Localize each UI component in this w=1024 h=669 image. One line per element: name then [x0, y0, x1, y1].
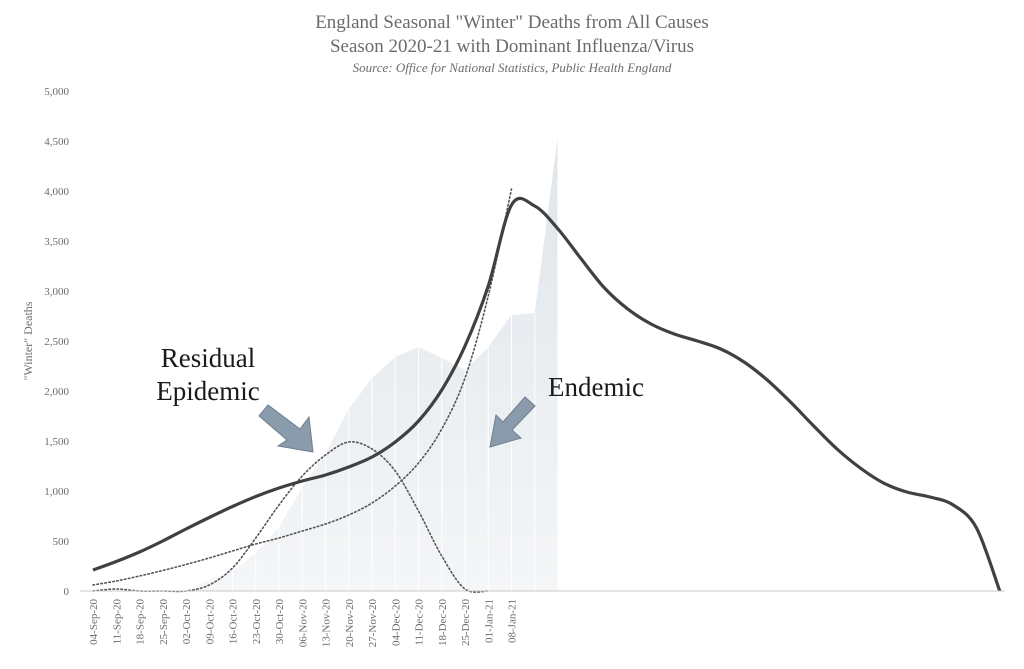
y-axis: 0 500 1,000 1,500 2,000 2,500 3,000 3,500 4,000 4… — [44, 86, 69, 598]
x-tick-label: 11-Sep-20 — [111, 599, 123, 645]
annotation-residual-label: Residual — [161, 343, 256, 373]
x-tick-label: 09-Oct-20 — [204, 599, 216, 645]
x-tick-label: 08-Jan-21 — [507, 599, 519, 643]
y-tick-label: 5,000 — [44, 86, 69, 98]
x-tick-label: 16-Oct-20 — [228, 599, 240, 645]
chart-subtitle: Season 2020-21 with Dominant Influenza/V… — [330, 36, 694, 57]
x-tick-label: 30-Oct-20 — [274, 599, 286, 645]
endemic-arrow — [489, 396, 536, 448]
y-tick-label: 2,000 — [44, 386, 69, 398]
title-block: England Seasonal "Winter" Deaths from Al… — [315, 12, 709, 75]
chart-source: Source: Office for National Statistics, … — [353, 60, 672, 75]
y-tick-label: 1,000 — [44, 486, 69, 498]
y-tick-label: 2,500 — [44, 336, 69, 348]
x-tick-label: 25-Dec-20 — [460, 599, 472, 647]
x-tick-label: 27-Nov-20 — [367, 599, 379, 648]
x-tick-label: 11-Dec-20 — [414, 599, 426, 646]
x-tick-label: 18-Dec-20 — [437, 599, 449, 647]
x-tick-label: 04-Sep-20 — [88, 599, 100, 645]
endemic-curve — [92, 188, 513, 586]
annotation-residual-epidemic: Residual Epidemic — [156, 343, 314, 453]
x-tick-label: 25-Sep-20 — [158, 599, 170, 645]
y-tick-label: 4,000 — [44, 186, 69, 198]
y-tick-label: 500 — [53, 536, 70, 548]
y-tick-label: 0 — [64, 586, 70, 598]
y-tick-label: 1,500 — [44, 436, 69, 448]
x-tick-label: 13-Nov-20 — [321, 599, 333, 648]
x-tick-label: 01-Jan-21 — [483, 599, 495, 643]
residual-epidemic-arrow — [258, 404, 314, 453]
annotation-epidemic-label: Epidemic — [156, 376, 259, 406]
x-tick-label: 18-Sep-20 — [135, 599, 147, 645]
x-tick-label: 02-Oct-20 — [181, 599, 193, 645]
y-tick-label: 3,500 — [44, 236, 69, 248]
y-tick-label: 4,500 — [44, 136, 69, 148]
x-tick-label: 04-Dec-20 — [390, 599, 402, 647]
annotation-endemic-label: Endemic — [548, 372, 644, 402]
x-tick-label: 06-Nov-20 — [297, 599, 309, 648]
y-axis-label: "Winter" Deaths — [21, 301, 35, 380]
x-tick-label: 20-Nov-20 — [344, 599, 356, 648]
winter-deaths-line — [92, 196, 1002, 592]
chart-title: England Seasonal "Winter" Deaths from Al… — [315, 12, 709, 33]
x-tick-label: 23-Oct-20 — [251, 599, 263, 645]
annotation-endemic: Endemic — [489, 372, 644, 448]
y-tick-label: 3,000 — [44, 286, 69, 298]
x-axis: 04-Sep-20 11-Sep-20 18-Sep-20 25-Sep-20 02-O… — [80, 590, 1005, 648]
